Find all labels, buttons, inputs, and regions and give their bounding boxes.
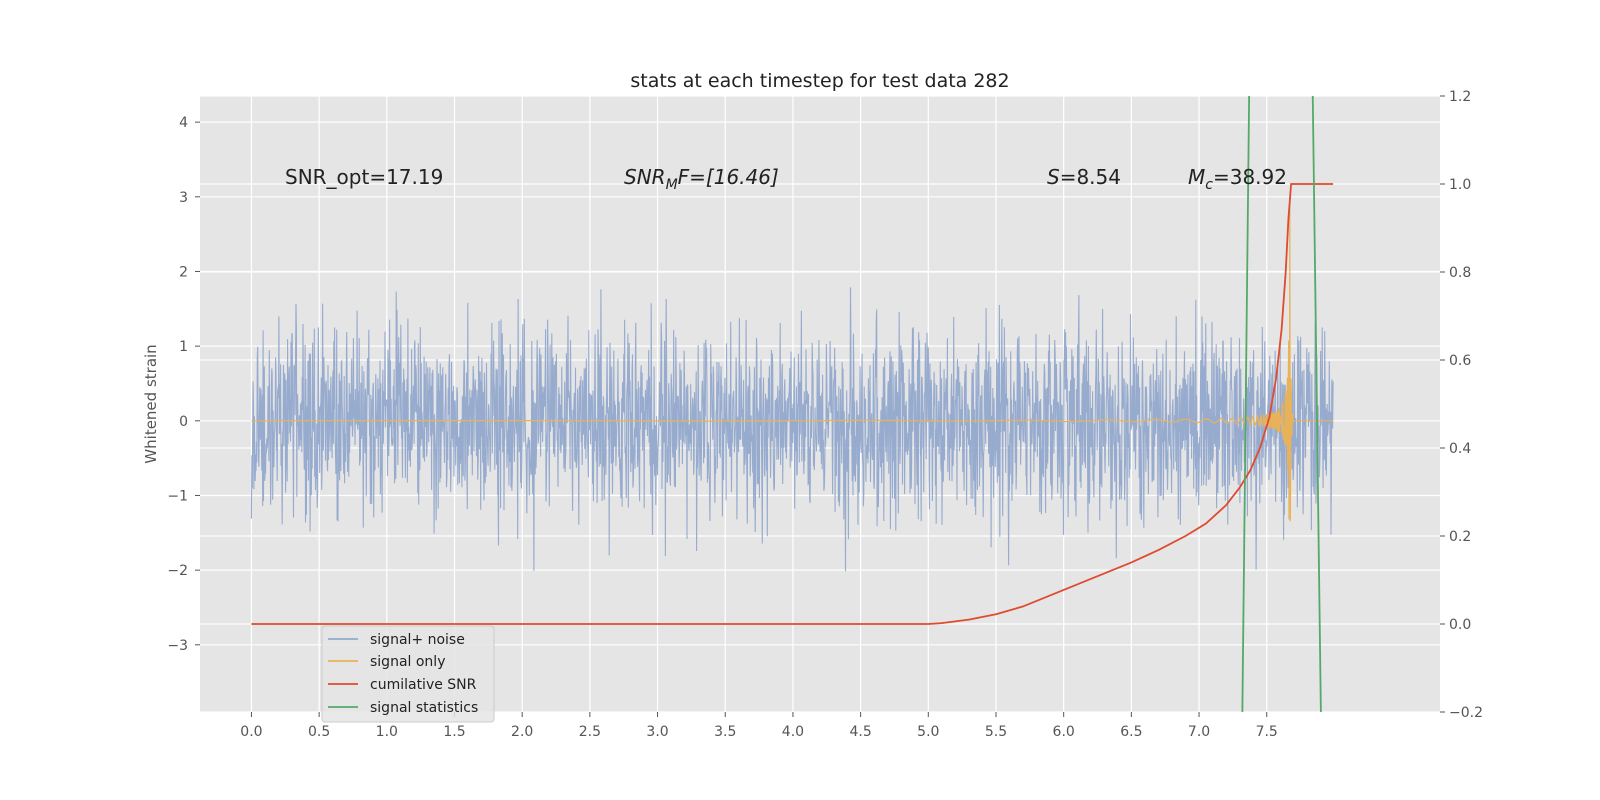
x-tick-label: 1.0 — [376, 724, 398, 740]
legend-label-signal-statistics: signal statistics — [370, 700, 478, 716]
x-tick-label: 5.5 — [985, 724, 1007, 740]
y-tick-label: 2 — [179, 264, 188, 280]
x-tick-label: 3.0 — [646, 724, 668, 740]
x-tick-label: 1.5 — [443, 724, 465, 740]
annotation-mc-sub: c — [1205, 177, 1213, 193]
annotation-snr-opt: SNR_opt=17.19 — [285, 165, 443, 189]
series-signal-noise — [250, 287, 1334, 572]
series-signal-only — [251, 203, 1334, 522]
x-tick-label: 6.5 — [1120, 724, 1142, 740]
y2-tick-label: 0.8 — [1449, 265, 1471, 281]
x-tick-label: 7.5 — [1256, 724, 1278, 740]
annotation-s-rest: =8.54 — [1060, 165, 1121, 189]
series-layer — [250, 96, 1334, 712]
x-tick-label: 0.5 — [308, 724, 330, 740]
x-tick-label: 3.5 — [714, 724, 736, 740]
y-tick-label: −3 — [167, 638, 188, 654]
y-tick-label: −2 — [167, 563, 188, 579]
annotation-snr-mf-main: SNR — [624, 165, 666, 189]
y2-tick-label: 0.6 — [1449, 353, 1471, 369]
x-tick-label: 7.0 — [1188, 724, 1210, 740]
y2-tick-label: 0.2 — [1449, 529, 1471, 545]
y2-tick-label: 0.0 — [1449, 617, 1471, 633]
annotation-snr-mf-rest: F=[16.46] — [678, 165, 779, 189]
annotation-mc: Mc=38.92 — [1188, 165, 1287, 193]
annotation-mc-main: M — [1188, 165, 1205, 189]
y-tick-label: 1 — [179, 339, 188, 355]
series-signal-statistics-line — [1241, 96, 1251, 712]
x-tick-label: 0.0 — [240, 724, 262, 740]
x-tick-label: 6.0 — [1053, 724, 1075, 740]
x-tick-label: 2.5 — [579, 724, 601, 740]
y-tick-label: −1 — [167, 488, 188, 504]
legend: signal+ noise signal only cumilative SNR… — [321, 625, 495, 723]
annotation-snr-mf-sub: M — [666, 177, 678, 193]
y-axis-label: Whitened strain — [142, 344, 160, 463]
y-tick-label: 4 — [179, 115, 188, 131]
series-cumulative-snr — [251, 183, 1334, 625]
y-tick-label: 3 — [179, 190, 188, 206]
legend-label-cumulative-snr: cumilative SNR — [370, 677, 477, 693]
y-tick-label: 0 — [179, 414, 188, 430]
x-tick-label: 2.0 — [511, 724, 533, 740]
chart-title: stats at each timestep for test data 282 — [630, 70, 1009, 92]
annotation-snr-mf: SNRMF=[16.46] — [624, 165, 779, 193]
x-tick-label: 4.0 — [782, 724, 804, 740]
annotation-s-italic: S — [1047, 165, 1060, 189]
y2-tick-label: 1.0 — [1449, 177, 1471, 193]
ticks: 0.0 0.5 1.0 1.5 2.0 2.5 3.0 3.5 4.0 4.5 5.0 5.5 6.0 6… — [167, 89, 1483, 740]
x-tick-label: 5.0 — [917, 724, 939, 740]
legend-box — [321, 625, 495, 723]
annotation-s: S=8.54 — [1047, 165, 1121, 189]
y2-tick-label: 0.4 — [1449, 441, 1471, 457]
legend-label-signal-only: signal only — [370, 654, 445, 670]
legend-label-signal-noise: signal+ noise — [370, 632, 465, 648]
y2-tick-label: 1.2 — [1449, 89, 1471, 105]
series-signal-statistics-line — [1311, 96, 1322, 712]
annotation-mc-rest: =38.92 — [1213, 165, 1287, 189]
x-tick-label: 4.5 — [849, 724, 871, 740]
y2-tick-label: −0.2 — [1449, 705, 1483, 721]
